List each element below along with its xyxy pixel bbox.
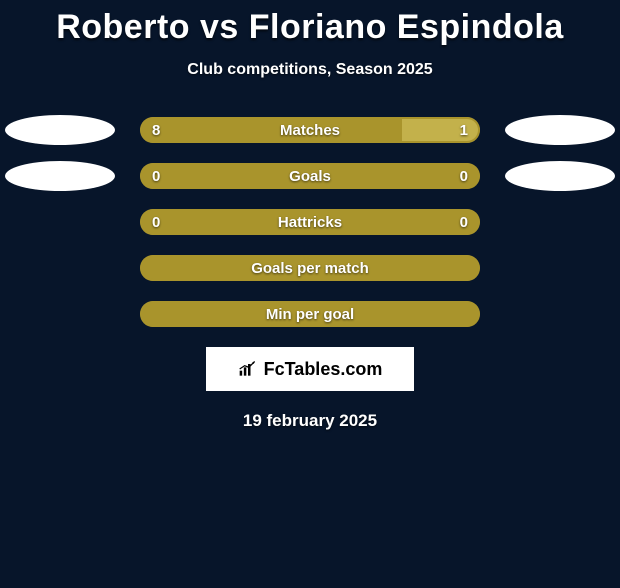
- stat-bar: Min per goal: [140, 301, 480, 327]
- player1-bar-fill: [140, 209, 480, 235]
- stat-bar: 00Hattricks: [140, 209, 480, 235]
- chart-icon: [238, 360, 258, 378]
- logo-text: FcTables.com: [264, 359, 383, 380]
- date-text: 19 february 2025: [0, 411, 620, 431]
- stat-bar: 81Matches: [140, 117, 480, 143]
- stat-bar: 00Goals: [140, 163, 480, 189]
- player1-bar-fill: [140, 301, 480, 327]
- subtitle: Club competitions, Season 2025: [0, 61, 620, 79]
- player2-flag: [505, 161, 615, 191]
- page-title: Roberto vs Floriano Espindola: [0, 8, 620, 47]
- stats-rows: 81Matches 00Goals 00Hattricks Goals per mat…: [0, 117, 620, 327]
- logo-badge: FcTables.com: [206, 347, 414, 391]
- stat-bar: Goals per match: [140, 255, 480, 281]
- player1-flag: [5, 115, 115, 145]
- player1-bar-fill: [140, 117, 402, 143]
- stat-row: Min per goal: [0, 301, 620, 327]
- stat-row: Goals per match: [0, 255, 620, 281]
- stat-row: 00Hattricks: [0, 209, 620, 235]
- player2-bar-fill: [402, 117, 480, 143]
- player1-bar-fill: [140, 163, 480, 189]
- stat-row: 81Matches: [0, 117, 620, 143]
- player2-flag: [505, 115, 615, 145]
- stat-row: 00Goals: [0, 163, 620, 189]
- player1-flag: [5, 161, 115, 191]
- player1-bar-fill: [140, 255, 480, 281]
